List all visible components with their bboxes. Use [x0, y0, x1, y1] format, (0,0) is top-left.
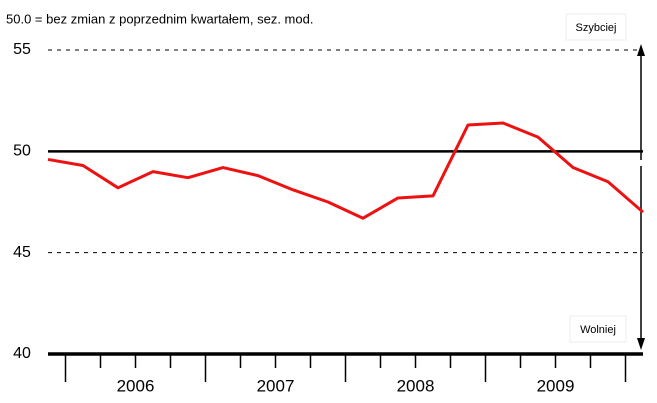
annotation-box	[569, 315, 627, 343]
y-tick-label: 55	[13, 41, 31, 58]
x-tick-label: 2008	[397, 376, 435, 395]
x-tick-label: 2006	[117, 376, 155, 395]
arrow-head	[637, 338, 645, 350]
x-tick-label: 2007	[257, 376, 295, 395]
y-tick-label: 45	[13, 244, 31, 261]
arrow-head	[637, 44, 645, 56]
y-tick-label: 40	[13, 345, 31, 362]
annotation: Wolniej	[580, 324, 616, 336]
data-line	[47, 121, 644, 220]
y-tick-label: 50	[13, 143, 31, 160]
x-tick-label: 2009	[537, 376, 575, 395]
annotation: Szybciej	[576, 22, 617, 34]
annotation-box	[565, 13, 627, 41]
subtitle: 50.0 = bez zmian z poprzednim kwartałem,…	[6, 11, 313, 26]
